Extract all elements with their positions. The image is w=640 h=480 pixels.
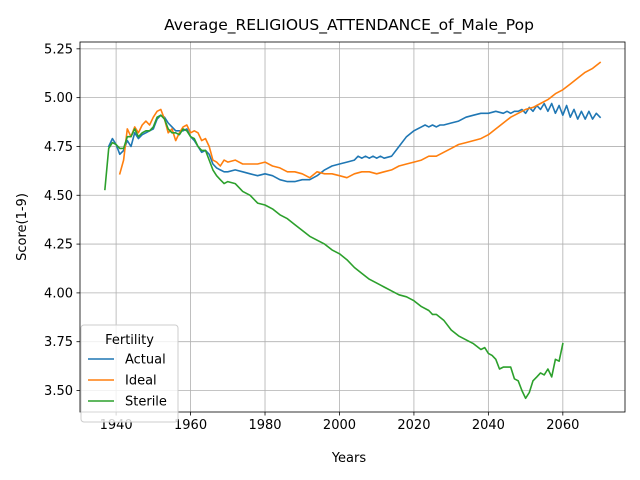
x-tick-label: 1960 [174,418,207,433]
series-layer [104,61,602,400]
y-axis-label: Score(1-9) [15,193,30,261]
legend-label-sterile: Sterile [125,395,167,410]
legend-box [80,324,179,423]
x-tick-label: 2000 [323,418,356,433]
y-tick-label: 4.75 [44,140,73,155]
x-tick-label: 2060 [546,418,579,433]
series-line-sterile [104,114,564,400]
y-tick-label: 3.50 [44,384,73,399]
x-tick-label: 2040 [472,418,505,433]
y-tick-label: 5.25 [44,42,73,57]
y-axis: 3.50 3.75 4.00 4.25 4.50 4.75 5.00 5.25 [44,42,80,399]
legend-title: Fertility [105,333,154,348]
y-tick-label: 5.00 [44,91,73,106]
series-line-ideal [118,61,602,179]
x-axis-label: Years [331,451,367,466]
legend-label-ideal: Ideal [125,374,157,389]
plot-area-frame [79,41,626,413]
legend-entries: Actual Ideal Sterile [88,353,167,410]
y-tick-label: 3.75 [44,335,73,350]
chart-title: Average_RELIGIOUS_ATTENDANCE_of_Male_Pop [164,16,534,35]
y-tick-label: 4.00 [44,286,73,301]
y-tick-label: 4.25 [44,238,73,253]
x-tick-label: 1980 [248,418,281,433]
x-tick-label: 2020 [397,418,430,433]
y-tick-label: 4.50 [44,189,73,204]
legend: Fertility Actual Ideal Sterile [80,324,179,423]
legend-label-actual: Actual [125,353,166,368]
